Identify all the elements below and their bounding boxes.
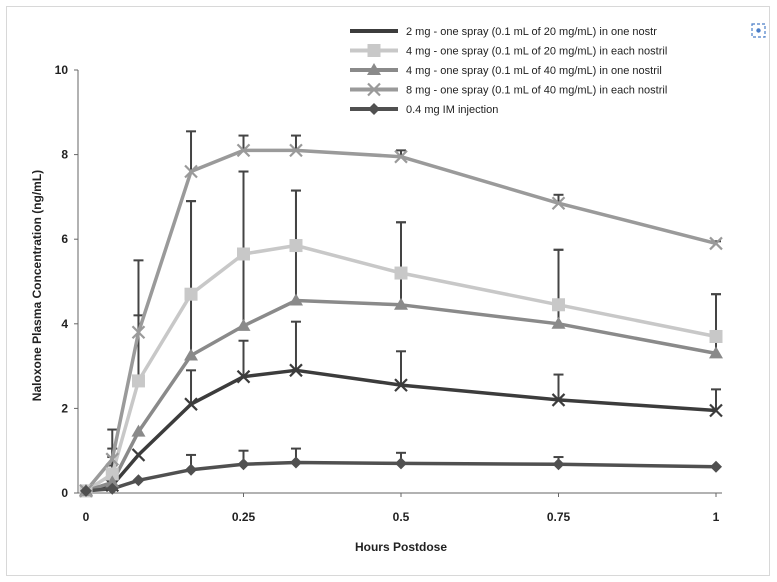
expand-icon-dot [756, 28, 761, 33]
data-point [106, 482, 119, 495]
error-bars [107, 130, 721, 486]
legend-label: 4 mg - one spray (0.1 mL of 40 mg/mL) in… [406, 65, 662, 77]
data-point [289, 143, 303, 158]
data-point [184, 164, 198, 179]
data-point [185, 463, 198, 476]
legend: 2 mg - one spray (0.1 mL of 20 mg/mL) in… [350, 23, 766, 116]
x-tick-label: 0.25 [232, 510, 256, 524]
data-point [184, 397, 198, 411]
legend-marker [367, 63, 381, 75]
data-point [395, 457, 407, 470]
x-tick-label: 0 [83, 510, 90, 524]
data-point [237, 458, 250, 471]
y-tick-label: 8 [61, 148, 68, 162]
data-point [184, 287, 198, 301]
axes: 0 2 4 6 8 10 0 0.25 0.5 0.75 1 [55, 63, 722, 524]
x-tick-label: 0.5 [393, 510, 410, 524]
y-tick-label: 2 [61, 401, 68, 415]
data-point [551, 316, 566, 329]
y-tick-label: 10 [55, 63, 69, 77]
legend-label: 0.4 mg IM injection [406, 104, 498, 116]
data-point [236, 143, 251, 158]
legend-marker [368, 103, 380, 115]
data-point [131, 374, 145, 388]
data-point [551, 393, 566, 407]
data-point [709, 329, 723, 343]
x-tick-label: 0.75 [547, 510, 571, 524]
data-point [80, 484, 92, 497]
data-point [105, 475, 120, 488]
data-point [131, 448, 146, 462]
data-point [710, 460, 722, 473]
y-tick-label: 4 [61, 317, 68, 331]
data-point [552, 298, 565, 312]
data-point [709, 236, 723, 251]
data-point [105, 467, 119, 481]
data-point [289, 456, 302, 469]
data-point [288, 293, 303, 306]
data-point [394, 297, 408, 310]
x-tick-label: 1 [713, 510, 720, 524]
legend-label: 8 mg - one spray (0.1 mL of 40 mg/mL) in… [406, 85, 667, 97]
data-point [105, 452, 120, 466]
data-point [552, 458, 565, 471]
y-tick-label: 6 [61, 232, 68, 246]
data-point [709, 346, 723, 359]
data-point [551, 196, 566, 211]
data-point [709, 403, 723, 418]
expand-icon-frame [751, 23, 766, 38]
data-point [394, 149, 408, 164]
y-tick-label: 0 [61, 486, 68, 500]
data-point [236, 318, 251, 331]
legend-marker [367, 82, 381, 97]
data-point [237, 247, 250, 261]
data-point [289, 363, 303, 378]
series-line [84, 148, 717, 493]
chart-frame [6, 6, 770, 576]
y-axis-label: Naloxone Plasma Concentration (ng/mL) [30, 170, 44, 401]
data-point [289, 239, 303, 253]
data-point [394, 266, 408, 280]
legend-label: 4 mg - one spray (0.1 mL of 20 mg/mL) in… [406, 46, 667, 58]
data-point [236, 369, 251, 384]
data-point [131, 325, 146, 340]
data-point [184, 348, 199, 361]
legend-label: 2 mg - one spray (0.1 mL of 20 mg/mL) in… [406, 26, 657, 38]
data-point [131, 424, 146, 437]
series-markers [79, 143, 723, 498]
expand-icon [751, 23, 766, 38]
x-axis-label: Hours Postdose [355, 540, 447, 554]
data-point [132, 474, 145, 487]
data-point [394, 378, 408, 392]
legend-marker [367, 44, 381, 57]
series-lines [84, 148, 717, 493]
